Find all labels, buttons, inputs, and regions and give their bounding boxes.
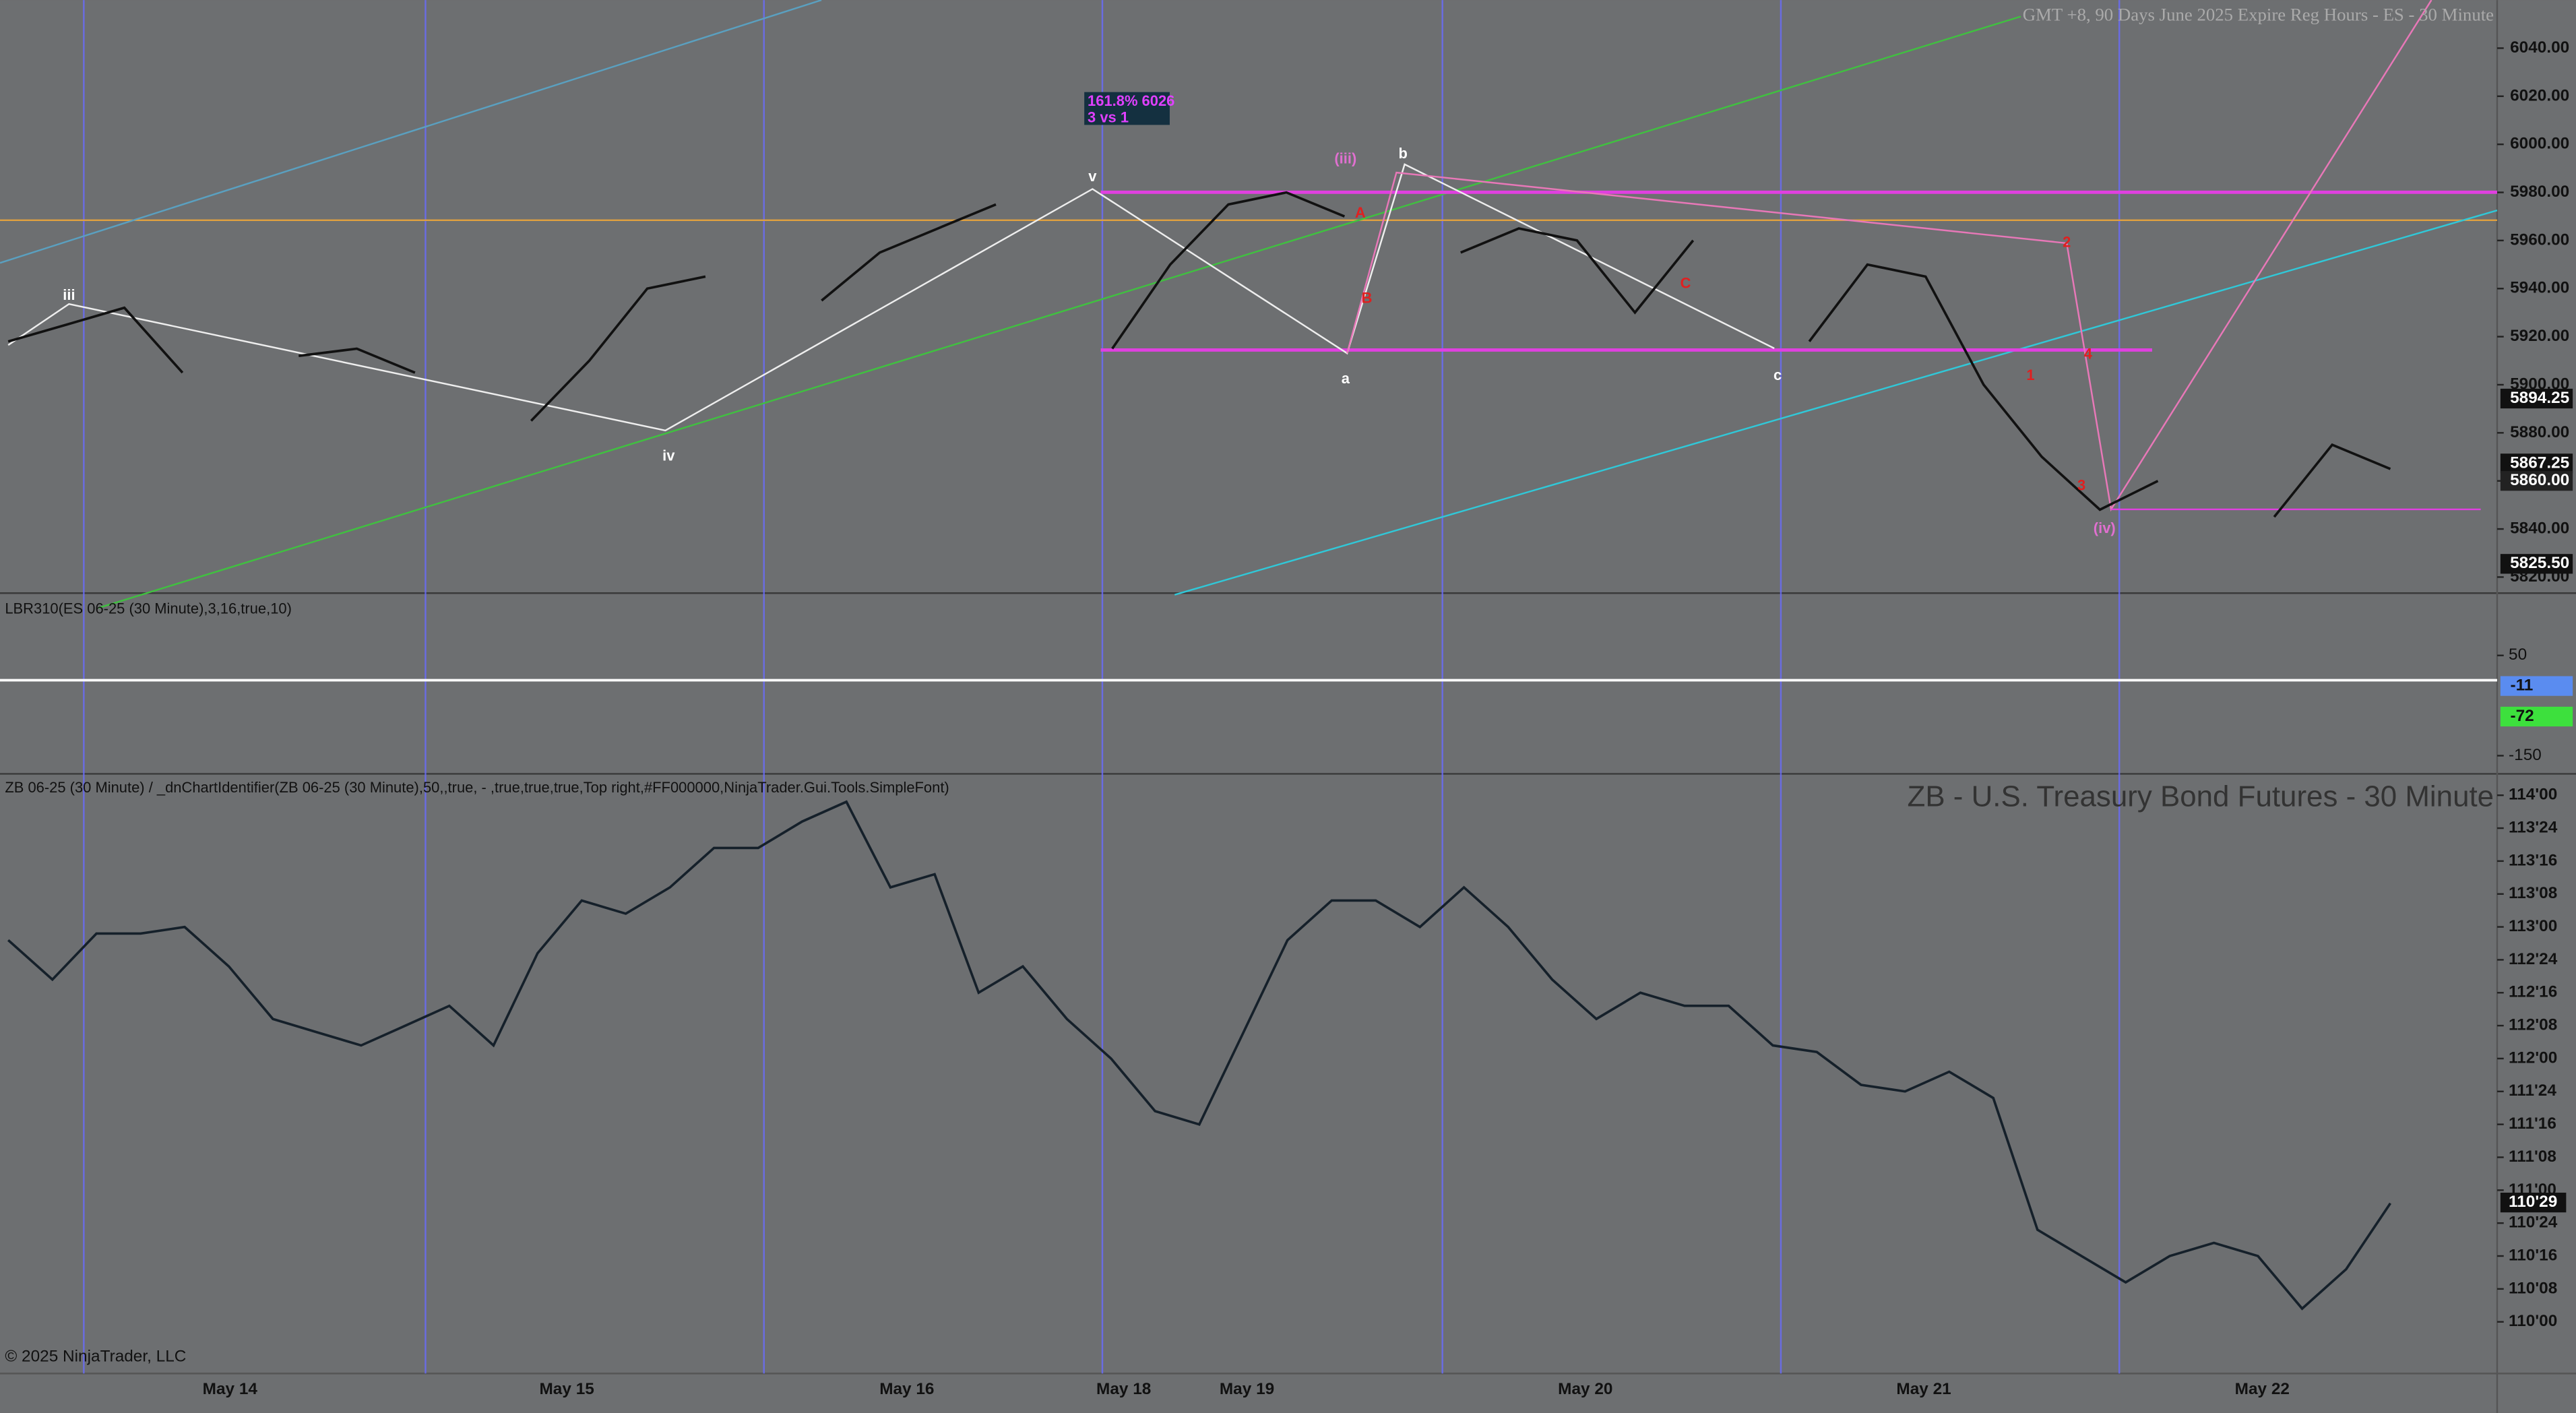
es-price-line: [7, 191, 2391, 518]
annotation: iii: [63, 286, 75, 303]
y-tick-label: 5940.00: [2510, 279, 2569, 297]
y-tick-label: 113'16: [2509, 851, 2557, 869]
y-tick-label: 112'16: [2509, 983, 2557, 1001]
y-tick-label: 6020.00: [2510, 86, 2569, 104]
zb-price-line: [7, 800, 2392, 1311]
annotation: 1: [2026, 367, 2034, 383]
indicator-label: LBR310(ES 06-25 (30 Minute),3,16,true,10…: [5, 600, 292, 617]
annotation: iv: [662, 447, 675, 464]
y-tick-label: 111'16: [2509, 1114, 2556, 1133]
drawing-tools: [0, 0, 2498, 609]
y-tick-label: 111'08: [2509, 1148, 2556, 1166]
session-lines: [83, 0, 2121, 1374]
value-tag-label: -72: [2510, 707, 2534, 725]
x-tick-label: May 15: [540, 1380, 594, 1398]
x-tick-label: May 14: [203, 1380, 258, 1398]
y-tick-label: 110'24: [2509, 1214, 2558, 1232]
x-tick-label: May 16: [879, 1380, 934, 1398]
y-tick-label: 113'00: [2509, 917, 2557, 935]
x-tick-label: May 21: [1896, 1380, 1951, 1398]
annotation: v: [1088, 168, 1097, 185]
y-tick-label: 6000.00: [2510, 135, 2569, 153]
y-tick-label: 112'00: [2509, 1048, 2557, 1067]
price-tag: [2500, 554, 2573, 574]
y-tick-label: 113'24: [2509, 818, 2558, 836]
annotation: 3: [2077, 477, 2085, 494]
price-tag: [2500, 453, 2573, 474]
y-tick-label: 5980.00: [2510, 183, 2569, 201]
y-tick-label: 112'08: [2509, 1016, 2557, 1034]
zb-title: ZB - U.S. Treasury Bond Futures - 30 Min…: [1908, 780, 2494, 813]
value-tag: [2500, 706, 2573, 727]
y-tick-label: 114'00: [2509, 786, 2557, 804]
annotation: C: [1680, 275, 1691, 292]
price-tag-label: 5894.25: [2510, 389, 2569, 407]
annotation: 3 vs 1: [1088, 108, 1129, 125]
annotation: c: [1773, 367, 1782, 383]
price-tag-label: 5867.25: [2510, 453, 2569, 472]
copyright: © 2025 NinjaTrader, LLC: [5, 1347, 186, 1365]
y-tick-label: 110'16: [2509, 1246, 2557, 1264]
value-tag: [2500, 676, 2573, 696]
y-tick-label: 110'00: [2509, 1312, 2557, 1330]
annotation: 2: [2063, 234, 2071, 251]
y-tick-label: 5880.00: [2510, 423, 2569, 441]
annotation: 4: [2084, 346, 2093, 363]
price-tag-label: 110'29: [2509, 1193, 2557, 1211]
value-tag-label: -11: [2510, 677, 2533, 695]
price-tag-label: 5825.50: [2510, 554, 2569, 572]
y-tick-label: 5920.00: [2510, 327, 2569, 345]
x-tick-label: May 19: [1220, 1380, 1274, 1398]
annotation: b: [1398, 145, 1407, 162]
annotation: (iv): [2094, 520, 2116, 536]
x-tick-label: May 20: [1558, 1380, 1612, 1398]
y-tick-label: 111'24: [2509, 1081, 2556, 1100]
price-tag-label: 5860.00: [2510, 471, 2569, 489]
zb-label: ZB 06-25 (30 Minute) / _dnChartIdentifie…: [5, 779, 949, 796]
y-tick-label: 113'08: [2509, 884, 2557, 902]
x-tick-label: May 22: [2235, 1380, 2290, 1398]
y-tick-label: 110'08: [2509, 1279, 2557, 1297]
x-tick-label: May 18: [1096, 1380, 1151, 1398]
annotation: B: [1362, 290, 1373, 307]
y-tick-label: 5840.00: [2510, 519, 2569, 537]
price-tag: [2500, 388, 2573, 409]
price-tag: [2500, 471, 2573, 491]
y-tick-label: 112'24: [2509, 950, 2558, 968]
price-tag: [2500, 1193, 2567, 1213]
es-title: GMT +8, 90 Days June 2025 Expire Reg Hou…: [2023, 5, 2494, 25]
annotation-box: [1084, 92, 1170, 125]
annotation: (iii): [1334, 150, 1356, 166]
y-tick-label: 6040.00: [2510, 38, 2569, 57]
annotation: A: [1355, 204, 1366, 221]
annotation: a: [1342, 370, 1350, 387]
y-tick-label: 5960.00: [2510, 230, 2569, 249]
y-tick-label: -150: [2509, 746, 2542, 764]
annotation: 161.8% 6026: [1088, 92, 1174, 109]
y-tick-label: 50: [2509, 646, 2527, 664]
